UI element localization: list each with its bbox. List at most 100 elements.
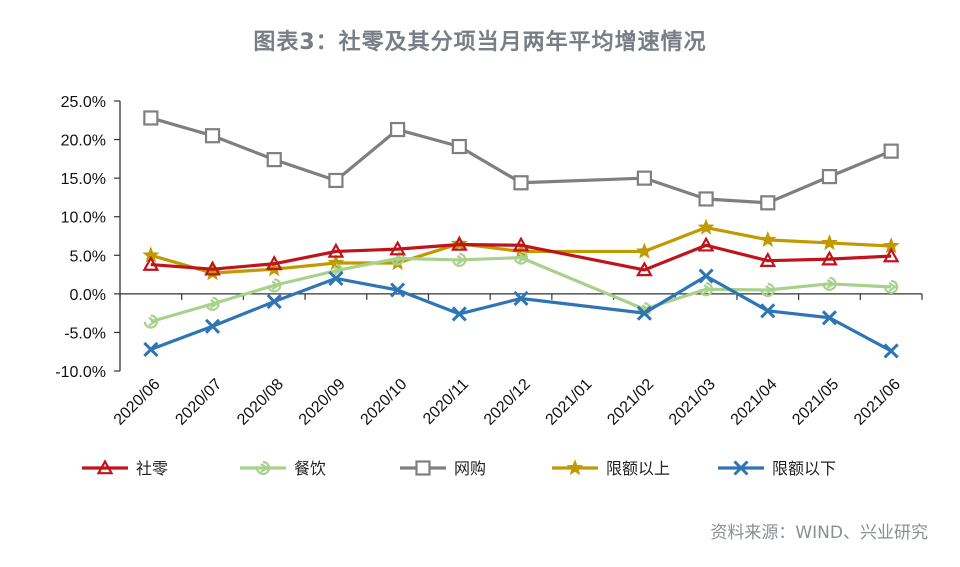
- legend-label: 餐饮: [294, 459, 326, 478]
- series-社零: [142, 235, 900, 277]
- data-point-限额以下: [204, 318, 221, 334]
- x-tick-label: 2021/02: [604, 376, 657, 429]
- legend-swatch-marker: [415, 460, 431, 476]
- data-point-餐饮: [884, 279, 899, 294]
- data-point-社零: [512, 236, 530, 252]
- data-point-社零: [389, 240, 406, 256]
- data-point-网购: [266, 152, 282, 168]
- y-tick-label: 5.0%: [70, 248, 106, 265]
- data-point-社零: [265, 255, 283, 271]
- data-point-网购: [698, 191, 714, 207]
- data-point-网购: [821, 169, 838, 185]
- legend-swatch-marker: [566, 459, 584, 476]
- x-tick-label: 2020/07: [172, 376, 225, 429]
- x-tick-label: 2021/01: [543, 376, 596, 429]
- data-point-餐饮: [452, 252, 467, 267]
- data-point-网购: [390, 121, 406, 138]
- data-point-社零: [697, 236, 715, 252]
- x-tick-label: 2020/10: [358, 376, 411, 429]
- data-point-社零: [882, 247, 900, 263]
- data-point-餐饮: [698, 282, 714, 297]
- data-point-网购: [451, 138, 467, 155]
- data-point-限额以上: [759, 231, 777, 248]
- data-point-限额以下: [451, 306, 467, 322]
- series-限额以下: [143, 268, 899, 359]
- data-point-网购: [760, 195, 776, 211]
- x-tick-label: 2021/04: [728, 376, 781, 429]
- x-tick-label: 2020/08: [234, 376, 287, 429]
- legend-swatch-marker: [255, 460, 271, 476]
- chart-title: 图表3：社零及其分项当月两年平均增速情况: [253, 30, 707, 55]
- y-tick-label: 0.0%: [70, 287, 106, 304]
- data-point-网购: [883, 143, 899, 159]
- legend-swatch-marker: [96, 459, 114, 475]
- y-tick-label: 20.0%: [61, 133, 106, 150]
- x-tick-label: 2020/11: [420, 376, 472, 428]
- data-point-社零: [327, 242, 345, 258]
- series-餐饮: [143, 250, 899, 329]
- legend-item-限额以下: 限额以下: [718, 459, 836, 478]
- data-point-餐饮: [143, 314, 158, 329]
- data-point-限额以下: [513, 290, 529, 307]
- data-point-限额以下: [883, 343, 899, 359]
- data-point-网购: [636, 170, 652, 186]
- series-line-餐饮: [150, 256, 892, 324]
- series-line-网购: [150, 116, 892, 205]
- series-line-限额以上: [150, 225, 892, 275]
- source-note: 资料来源：WIND、兴业研究: [710, 523, 928, 543]
- data-point-限额以上: [327, 254, 345, 271]
- data-point-餐饮: [267, 278, 282, 293]
- legend-label: 限额以上: [606, 459, 670, 478]
- x-tick-label: 2020/06: [111, 376, 164, 429]
- series-网购: [143, 110, 899, 211]
- legend: 社零 餐饮 网购 限额以上 限额以下: [82, 459, 836, 478]
- data-point-社零: [821, 250, 838, 266]
- y-tick-label: 15.0%: [61, 171, 106, 188]
- data-point-餐饮: [205, 296, 220, 311]
- y-tick-label: -10.0%: [55, 364, 106, 381]
- data-point-限额以上: [820, 233, 838, 251]
- data-point-社零: [204, 260, 221, 276]
- data-point-社零: [142, 255, 160, 271]
- data-point-网购: [204, 128, 221, 144]
- legend-label: 网购: [454, 459, 486, 478]
- y-tick-label: 10.0%: [61, 210, 106, 227]
- data-point-限额以下: [760, 303, 776, 319]
- legend-item-网购: 网购: [400, 459, 486, 478]
- series-line-限额以下: [150, 274, 892, 353]
- data-point-限额以下: [636, 305, 652, 321]
- data-point-社零: [759, 251, 777, 267]
- data-point-网购: [143, 110, 159, 126]
- legend-item-餐饮: 餐饮: [240, 459, 326, 478]
- legend-label: 限额以下: [772, 459, 836, 478]
- data-point-网购: [513, 175, 529, 191]
- series-line-社零: [150, 242, 892, 272]
- legend-label: 社零: [136, 459, 168, 478]
- data-point-限额以上: [697, 218, 715, 235]
- data-point-餐饮: [513, 250, 529, 265]
- data-point-社零: [450, 235, 468, 251]
- legend-item-社零: 社零: [82, 459, 168, 478]
- series-layer: [142, 110, 900, 359]
- data-point-限额以下: [698, 268, 714, 284]
- y-tick-label: 25.0%: [61, 94, 106, 111]
- data-point-限额以下: [821, 310, 838, 326]
- x-tick-label: 2021/06: [851, 376, 904, 429]
- y-tick-label: -5.0%: [64, 325, 106, 342]
- data-point-餐饮: [822, 276, 837, 291]
- legend-item-限额以上: 限额以上: [552, 459, 670, 478]
- data-point-餐饮: [760, 282, 775, 298]
- data-point-限额以下: [266, 294, 282, 310]
- data-point-社零: [636, 261, 653, 277]
- x-tick-label: 2020/09: [296, 376, 349, 429]
- x-tick-label: 2020/12: [481, 376, 534, 429]
- legend-swatch-marker: [733, 460, 749, 476]
- data-point-限额以上: [635, 242, 653, 259]
- data-point-限额以下: [328, 270, 344, 286]
- data-point-网购: [328, 172, 344, 189]
- x-tick-label: 2021/03: [666, 376, 719, 429]
- data-point-限额以下: [143, 341, 159, 357]
- data-point-限额以下: [390, 282, 406, 298]
- x-tick-label: 2021/05: [789, 376, 842, 429]
